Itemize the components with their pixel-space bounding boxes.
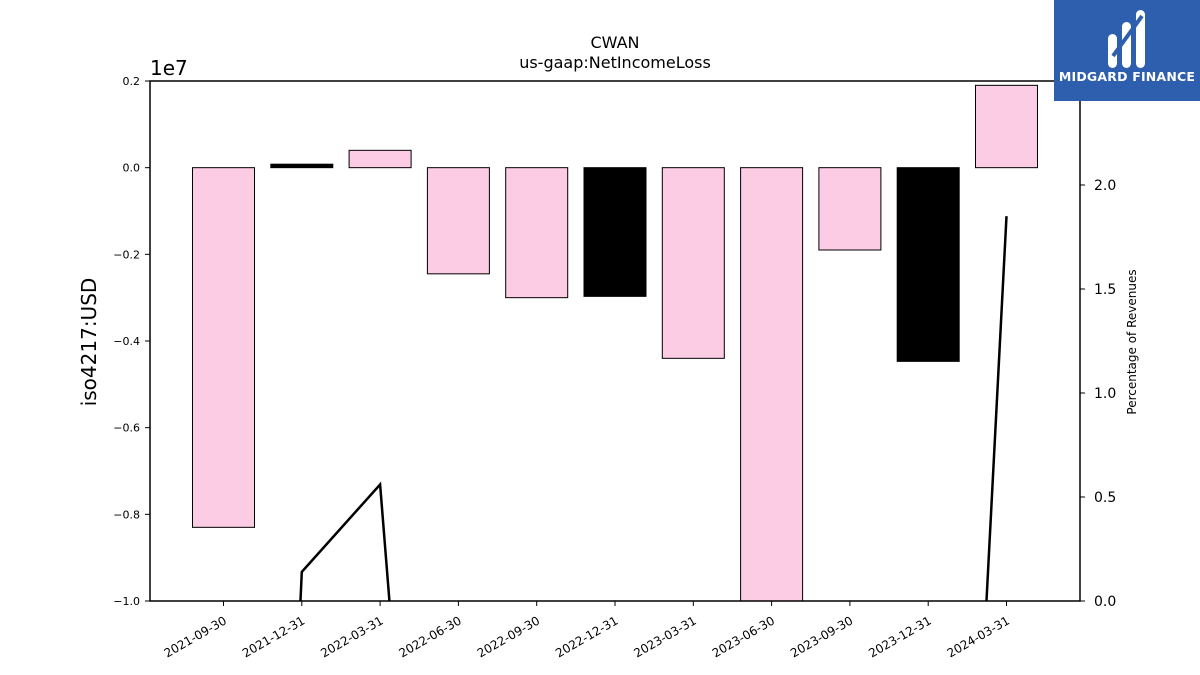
- x-tick-label: 2023-06-30: [710, 613, 777, 660]
- y-tick-label: 0.0: [123, 162, 141, 175]
- x-tick-label: 2023-09-30: [788, 613, 855, 660]
- x-tick-label: 2023-03-31: [631, 613, 698, 660]
- plot-data: [192, 84, 1038, 601]
- y-tick-label: −0.4: [113, 335, 140, 348]
- bar-2023-06-30: [740, 167, 804, 601]
- logo-text: MIDGARD FINANCE: [1058, 69, 1196, 84]
- x-tick-label: 2021-12-31: [240, 613, 307, 660]
- chart-title: CWAN: [590, 33, 639, 52]
- chart-subtitle: us-gaap:NetIncomeLoss: [519, 53, 711, 72]
- bar-2022-09-30: [505, 167, 569, 299]
- y-axis-label-right: Percentage of Revenues: [1125, 269, 1139, 414]
- y-offset-label: 1e7: [150, 56, 188, 80]
- y-tick-label-right: 2.0: [1094, 178, 1116, 194]
- plot-area: 0.2 0.0 −0.2 −0.4 −0.6 −0.8 −1.0 0.0 0.5 1.0 1.5 2.…: [113, 74, 1116, 660]
- bar-2024-03-31: [975, 84, 1038, 169]
- plot-frame: [149, 80, 1081, 602]
- x-tick-label: 2024-03-31: [945, 613, 1012, 660]
- line-segment-1: [299, 481, 391, 601]
- bar-2022-12-31: [583, 167, 647, 297]
- bar-2023-03-31: [661, 167, 725, 359]
- logo-mark-icon: [1108, 10, 1145, 68]
- brand-logo: MIDGARD FINANCE: [1054, 0, 1200, 101]
- x-tick-label: 2022-12-31: [553, 613, 620, 660]
- bar-2023-12-31: [896, 167, 960, 362]
- x-tick-label: 2022-09-30: [475, 613, 542, 660]
- y-tick-label: 0.2: [123, 75, 141, 88]
- y-tick-label: −1.0: [113, 595, 140, 608]
- y-tick-label-right: 0.5: [1094, 490, 1116, 506]
- y-tick-label: −0.2: [113, 248, 140, 261]
- y-axis-label: iso4217:USD: [77, 278, 101, 407]
- y-tick-label-right: 1.0: [1094, 386, 1116, 402]
- line-segment-2: [985, 216, 1008, 601]
- bar-2021-12-31: [270, 163, 334, 169]
- y-tick-label: −0.6: [113, 422, 140, 435]
- x-tick-label: 2022-03-31: [318, 613, 385, 660]
- bar-2021-09-30: [192, 167, 255, 528]
- x-tick-label: 2021-09-30: [162, 613, 229, 660]
- y-tick-label-right: 0.0: [1094, 594, 1116, 610]
- y-tick-label: −0.8: [113, 508, 140, 521]
- bar-2022-03-31: [348, 149, 412, 169]
- bar-2023-09-30: [818, 167, 882, 251]
- x-tick-label: 2023-12-31: [866, 613, 933, 660]
- x-tick-label: 2022-06-30: [396, 613, 463, 660]
- bar-2022-06-30: [426, 167, 490, 275]
- y-tick-label-right: 1.5: [1094, 282, 1116, 298]
